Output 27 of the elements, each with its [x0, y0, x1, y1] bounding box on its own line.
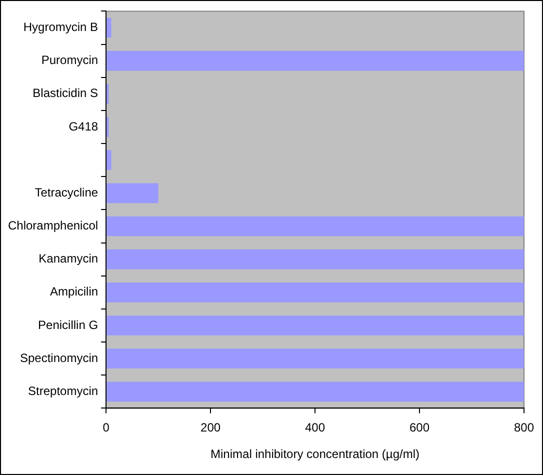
y-tick-label: Ampicilin [50, 284, 98, 299]
y-tick-label: Blasticidin S [32, 86, 98, 100]
bar [106, 316, 524, 336]
y-tick-label: Penicillin G [38, 318, 98, 332]
x-tick-label: 0 [102, 420, 110, 435]
bar [106, 183, 158, 204]
bar [106, 18, 112, 38]
bar [106, 216, 524, 236]
x-tick-label: 800 [514, 420, 534, 435]
bar [106, 348, 524, 368]
bar [106, 382, 524, 402]
y-tick-label: Tetracycline [34, 185, 98, 200]
bar [106, 282, 524, 302]
x-tick-label: 200 [200, 420, 221, 435]
bar [106, 249, 524, 270]
y-tick-label: G418 [68, 119, 98, 134]
y-tick-label: Spectinomycin [20, 350, 98, 365]
x-axis-title: Minimal inhibitory concentration (µg/ml) [210, 447, 420, 462]
y-tick-label: Streptomycin [28, 384, 98, 398]
x-tick-label: 600 [409, 420, 430, 435]
bar [106, 150, 112, 170]
y-tick-label: Chloramphenicol [8, 218, 98, 233]
bar [106, 50, 524, 71]
y-tick-label: Puromycin [41, 53, 98, 68]
x-tick-label: 400 [305, 420, 326, 435]
y-tick-label: Hygromycin B [23, 20, 98, 34]
y-tick-label: Kanamycin [38, 252, 98, 266]
